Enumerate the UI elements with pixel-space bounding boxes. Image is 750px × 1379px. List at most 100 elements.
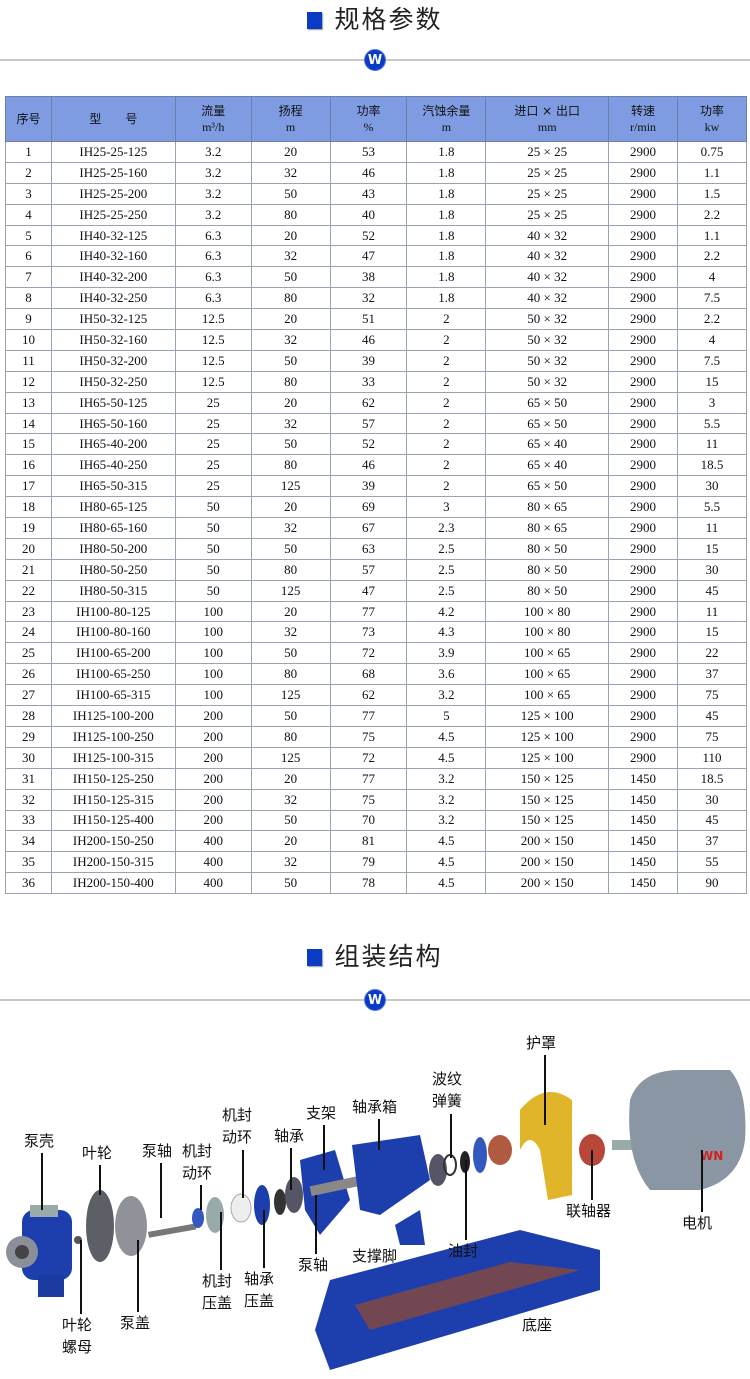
table-cell: 50	[174, 496, 252, 519]
table-cell: 80 × 65	[485, 517, 610, 539]
table-row: 2 IH25-25-160 3.2 32 46 1.8 25 × 25 2900 1.1	[5, 161, 747, 184]
table-row: 33 IH150-125-400 200 50 70 3.2 150 × 125 1450 45	[5, 809, 747, 832]
table-cell: 5.5	[677, 412, 747, 435]
label-guard: 护罩	[526, 1034, 557, 1052]
table-cell: 1.8	[406, 161, 487, 184]
table-cell: 2900	[608, 663, 679, 686]
table-cell: 65 × 50	[485, 412, 610, 435]
table-cell: 2	[406, 370, 487, 393]
label-pump-casing: 泵壳	[24, 1132, 55, 1150]
table-cell: 13	[5, 391, 52, 414]
table-cell: 2	[406, 391, 487, 414]
leader-line	[701, 1150, 703, 1212]
table-cell: 46	[329, 329, 408, 351]
table-cell: 25	[174, 412, 252, 435]
table-cell: 50	[174, 537, 252, 560]
motor-brand-logo: WN	[700, 1149, 723, 1163]
table-cell: 125	[250, 579, 331, 602]
table-cell: 4.5	[406, 872, 487, 895]
table-cell: 20	[250, 496, 331, 519]
table-cell: 75	[329, 788, 408, 811]
table-cell: 11	[677, 600, 747, 623]
table-cell: 80	[250, 558, 331, 581]
table-cell: 20	[250, 308, 331, 331]
table-cell: 32	[5, 788, 52, 811]
label-seal-ring-1: 机封 动环	[182, 1142, 213, 1182]
table-cell: 2900	[608, 705, 679, 727]
table-cell: 34	[5, 830, 52, 853]
table-cell: 11	[677, 433, 747, 456]
table-cell: 23	[5, 600, 52, 623]
table-cell: 200 × 150	[485, 851, 610, 874]
table-cell: 4.5	[406, 851, 487, 874]
table-cell: 1.5	[677, 182, 747, 205]
table-cell: IH40-32-200	[50, 266, 176, 289]
table-cell: 15	[5, 433, 52, 456]
table-cell: 80	[250, 663, 331, 686]
table-cell: 46	[329, 161, 408, 184]
table-row: 19 IH80-65-160 50 32 67 2.3 80 × 65 2900 11	[5, 517, 747, 539]
table-cell: 50	[250, 872, 331, 895]
table-cell: 57	[329, 412, 408, 435]
table-cell: 65 × 40	[485, 433, 610, 456]
table-cell: 32	[250, 329, 331, 351]
table-row: 5 IH40-32-125 6.3 20 52 1.8 40 × 32 2900 1.1	[5, 224, 747, 247]
table-cell: 50	[250, 642, 331, 665]
table-cell: 50 × 32	[485, 349, 610, 372]
table-cell: 4.3	[406, 621, 487, 644]
table-row: 17 IH65-50-315 25 125 39 2 65 × 50 2900 30	[5, 475, 747, 498]
table-cell: 2900	[608, 329, 679, 351]
table-cell: 20	[250, 141, 331, 163]
table-cell: 0.75	[677, 141, 747, 163]
table-cell: 11	[677, 517, 747, 539]
table-cell: 62	[329, 684, 408, 707]
table-cell: 30	[5, 746, 52, 769]
table-cell: 3	[5, 182, 52, 205]
leader-line	[263, 1210, 265, 1268]
header-label: 序号	[16, 112, 41, 126]
table-cell: 33	[329, 370, 408, 393]
table-row: 8 IH40-32-250 6.3 80 32 1.8 40 × 32 2900 7.5	[5, 287, 747, 310]
table-cell: 50	[250, 349, 331, 372]
header-unit: kw	[704, 120, 720, 134]
table-cell: 200	[174, 809, 252, 832]
table-cell: 25	[5, 642, 52, 665]
table-cell: 100	[174, 621, 252, 644]
table-cell: 80 × 50	[485, 558, 610, 581]
table-cell: 2900	[608, 308, 679, 331]
table-cell: 3	[677, 391, 747, 414]
table-cell: 2.5	[406, 537, 487, 560]
table-row: 4 IH25-25-250 3.2 80 40 1.8 25 × 25 2900 2.2	[5, 203, 747, 226]
table-cell: 4	[677, 329, 747, 351]
column-header: 汽蚀余量 m	[406, 96, 487, 142]
table-cell: 12	[5, 370, 52, 393]
table-cell: 4.5	[406, 830, 487, 853]
table-cell: 30	[677, 475, 747, 498]
table-cell: 200 × 150	[485, 872, 610, 895]
table-cell: 2900	[608, 725, 679, 748]
label-pump-cover: 泵盖	[120, 1314, 151, 1332]
w-logo-icon: W	[364, 49, 386, 71]
table-row: 34 IH200-150-250 400 20 81 4.5 200 × 150 1450 37	[5, 830, 747, 853]
table-cell: 32	[250, 788, 331, 811]
table-cell: 15	[677, 370, 747, 393]
table-cell: 6.3	[174, 224, 252, 247]
table-cell: 29	[5, 725, 52, 748]
table-cell: 75	[677, 684, 747, 707]
section-title-specs: 规格参数	[0, 0, 750, 36]
table-cell: 3.2	[174, 161, 252, 184]
table-cell: 63	[329, 537, 408, 560]
header-unit: r/min	[630, 120, 657, 134]
column-header: 扬程 m	[250, 96, 331, 142]
table-cell: 51	[329, 308, 408, 331]
table-row: 15 IH65-40-200 25 50 52 2 65 × 40 2900 11	[5, 433, 747, 456]
table-cell: IH80-50-315	[50, 579, 176, 602]
table-cell: 2900	[608, 621, 679, 644]
table-cell: 6.3	[174, 266, 252, 289]
table-cell: 5.5	[677, 496, 747, 519]
table-row: 6 IH40-32-160 6.3 32 47 1.8 40 × 32 2900 2.2	[5, 245, 747, 268]
table-cell: 50	[250, 266, 331, 289]
table-cell: 110	[677, 746, 747, 769]
table-cell: 100	[174, 684, 252, 707]
table-cell: 75	[329, 725, 408, 748]
